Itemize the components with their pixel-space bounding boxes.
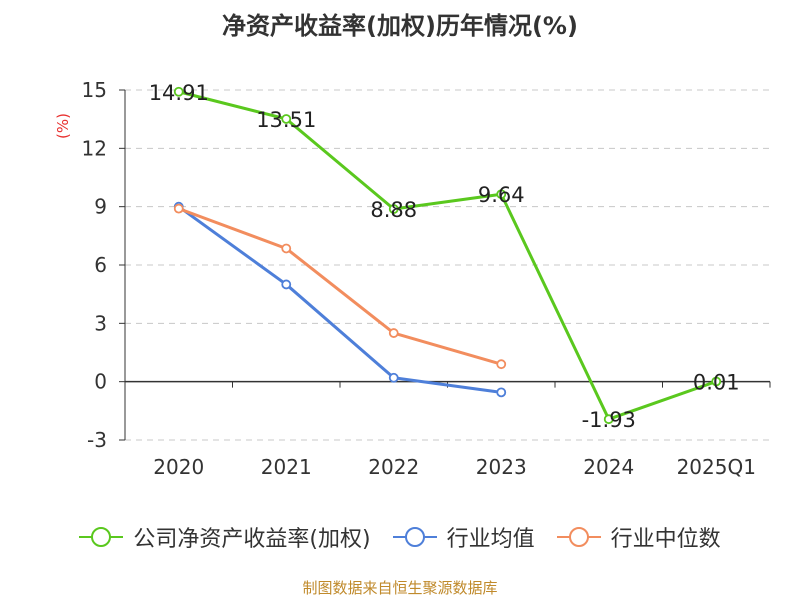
legend-label-company: 公司净资产收益率(加权): [133, 527, 371, 552]
chart-title: 净资产收益率(加权)历年情况(%): [222, 12, 578, 40]
data-label: 8.88: [370, 198, 417, 222]
legend-circle-icon: [404, 527, 425, 547]
series-line-1: [177, 205, 502, 394]
legend: 公司净资产收益率(加权) 行业均值 行业中位数: [0, 520, 800, 554]
legend-item-industry-mean[interactable]: 行业均值: [392, 521, 535, 553]
x-tick-label: 2023: [476, 455, 527, 479]
x-tick-label: 2020: [153, 455, 204, 479]
x-tick-label: 2021: [261, 455, 312, 479]
label-layer: 14.91 13.51 8.88 9.64 -1.93 0.01: [149, 81, 740, 432]
data-point: [173, 203, 184, 214]
grid-layer: [125, 89, 770, 441]
data-point: [388, 372, 399, 383]
data-point: [496, 387, 507, 398]
series-layer: [173, 86, 722, 425]
y-tick-label: 6: [94, 253, 107, 277]
data-label: 14.91: [149, 81, 209, 105]
y-tick-label: 9: [94, 195, 107, 219]
data-point: [711, 376, 722, 387]
series-line-2: [178, 207, 502, 366]
y-tick-label: 12: [82, 136, 107, 160]
data-point: [281, 279, 292, 290]
data-label: -1.93: [582, 408, 636, 432]
x-tick-label: 2025Q1: [677, 455, 756, 479]
legend-marker-company: [79, 527, 124, 547]
y-tick-label: 3: [94, 311, 107, 335]
data-point: [281, 114, 292, 124]
series-line-0: [178, 90, 717, 421]
y-axis-label: (%): [54, 113, 72, 139]
data-point: [281, 243, 292, 254]
y-tick-label: 0: [94, 370, 107, 394]
legend-circle-icon: [91, 527, 112, 547]
data-point: [603, 414, 614, 425]
y-tick-label: -3: [87, 428, 107, 452]
legend-circle-icon: [568, 527, 589, 547]
data-point: [388, 204, 399, 214]
source-note: 制图数据来自恒生聚源数据库: [302, 579, 498, 597]
x-tick-label: 2024: [583, 455, 634, 479]
y-tick-label: 15: [82, 78, 107, 102]
legend-marker-industry-mean: [392, 527, 437, 547]
axis-layer: 15 12 9 6 3 0 -3 2020 2021 2022 2023 2024 2025Q1 (%): [54, 78, 771, 479]
data-point: [496, 189, 507, 200]
data-point: [173, 86, 184, 97]
legend-item-industry-median[interactable]: 行业中位数: [556, 521, 721, 553]
data-label: 0.01: [693, 370, 740, 394]
legend-label-industry-median: 行业中位数: [610, 527, 721, 552]
x-tick-label: 2022: [368, 455, 419, 479]
data-label: 9.64: [478, 183, 525, 207]
legend-item-company[interactable]: 公司净资产收益率(加权): [79, 521, 371, 553]
data-point: [388, 328, 399, 338]
legend-label-industry-mean: 行业均值: [446, 527, 535, 552]
data-point: [496, 359, 507, 370]
legend-marker-industry-median: [556, 527, 601, 547]
data-label: 13.51: [256, 108, 316, 132]
